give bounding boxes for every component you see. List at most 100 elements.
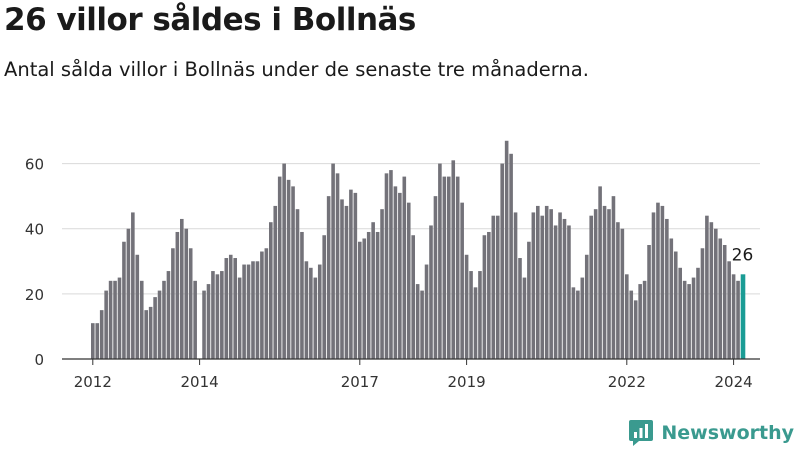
bar (731, 274, 736, 359)
bar (139, 280, 144, 359)
bar (473, 287, 478, 359)
bar (148, 306, 153, 359)
bar (495, 215, 500, 359)
bar (371, 222, 375, 359)
bar (269, 222, 273, 359)
bar (602, 205, 607, 359)
bar (500, 163, 504, 359)
bar (553, 225, 558, 359)
bar (277, 176, 282, 359)
bar (447, 176, 451, 359)
bar (211, 271, 215, 359)
bar (549, 209, 553, 359)
newsworthy-brand: Newsworthy (629, 420, 794, 446)
bar (531, 212, 536, 359)
bar (700, 248, 705, 359)
bar (95, 323, 100, 359)
bar (242, 264, 246, 359)
bar (589, 215, 593, 359)
bar (696, 267, 700, 359)
x-tick-label: 2012 (74, 373, 112, 391)
bar (180, 218, 184, 359)
bar (193, 280, 197, 359)
bar (264, 248, 269, 359)
bar (478, 271, 482, 359)
bar (300, 231, 304, 359)
bar (389, 170, 393, 359)
bar (464, 254, 469, 359)
bar (153, 297, 157, 359)
bars (91, 140, 746, 359)
bar (375, 231, 380, 359)
bar (233, 258, 237, 359)
bar (598, 186, 602, 359)
y-tick-label: 60 (25, 156, 44, 174)
bar (398, 192, 402, 359)
bar (607, 209, 611, 359)
bar (669, 238, 674, 359)
bar (313, 277, 318, 359)
x-axis: 2012 2014 2017 2019 2022 2024 (62, 358, 760, 391)
annotations: 26 (732, 245, 754, 265)
highlight-value-label: 26 (732, 245, 754, 265)
bar (540, 215, 545, 359)
bar (482, 235, 487, 359)
bar (544, 205, 549, 359)
y-tick-label: 0 (34, 351, 44, 369)
x-tick-label: 2017 (341, 373, 379, 391)
bar (366, 231, 371, 359)
bar (433, 196, 438, 359)
bar (673, 251, 678, 359)
bar (714, 228, 718, 359)
bar (113, 280, 117, 359)
bar (144, 310, 148, 359)
bar (131, 212, 135, 359)
bar (576, 290, 580, 359)
bar (451, 160, 456, 359)
bar (567, 225, 571, 359)
bar (633, 300, 638, 359)
bar (509, 153, 513, 359)
bar (291, 186, 295, 359)
bar (175, 231, 180, 359)
bar (380, 209, 384, 359)
bar (282, 163, 286, 359)
bar (126, 228, 131, 359)
bar (331, 163, 335, 359)
bar (438, 163, 442, 359)
bar (647, 245, 651, 359)
bar (424, 264, 429, 359)
bar (206, 284, 211, 359)
bar (678, 267, 682, 359)
bar (665, 218, 669, 359)
bar (536, 205, 540, 359)
bar (687, 284, 691, 359)
bar (384, 173, 389, 359)
bar (513, 212, 518, 359)
bar (91, 323, 95, 359)
bar (215, 274, 220, 359)
bar (224, 258, 229, 359)
bar (415, 284, 420, 359)
bar (273, 205, 278, 359)
bar (295, 209, 300, 359)
bar (620, 228, 625, 359)
bar (322, 235, 326, 359)
brand-name: Newsworthy (661, 422, 794, 444)
bar (184, 228, 189, 359)
bar (353, 192, 358, 359)
bar (562, 218, 567, 359)
bar (571, 287, 576, 359)
bar (504, 140, 509, 359)
bar (393, 186, 398, 359)
bar (584, 254, 589, 359)
chart-title: 26 villor såldes i Bollnäs (4, 2, 416, 38)
bar (304, 261, 309, 359)
bar (727, 261, 731, 359)
bar (402, 176, 407, 359)
bar (135, 254, 140, 359)
bar (326, 196, 331, 359)
chart-subtitle: Antal sålda villor i Bollnäs under de se… (4, 58, 589, 81)
bar (406, 202, 411, 359)
bar (642, 280, 647, 359)
